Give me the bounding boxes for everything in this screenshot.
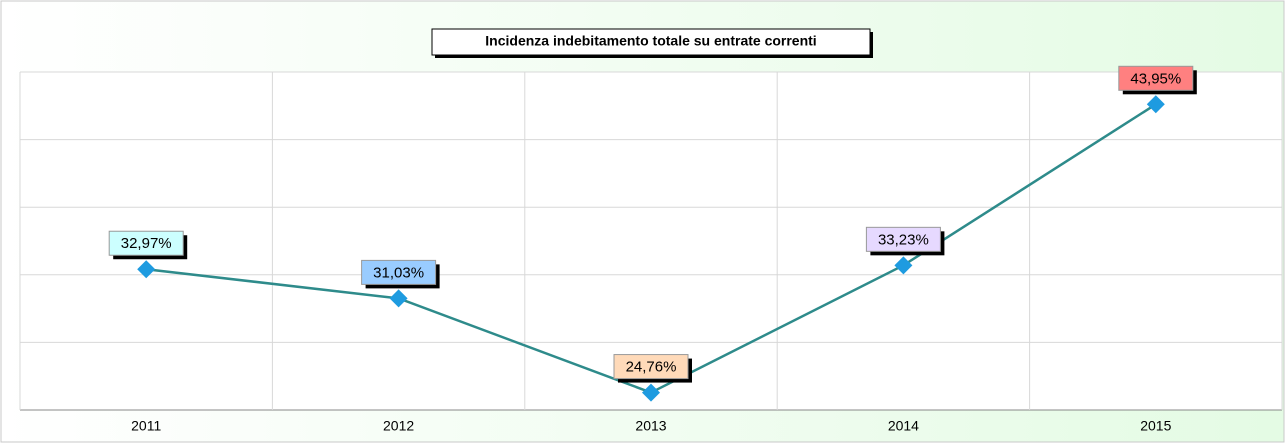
marker	[894, 256, 913, 275]
x-tick-label: 2013	[635, 418, 666, 434]
label-box	[613, 354, 689, 380]
marker	[642, 383, 660, 402]
x-tick-label: 2015	[1140, 418, 1171, 434]
label-box	[865, 226, 941, 252]
plot-area	[20, 72, 1282, 410]
label-box	[361, 259, 437, 285]
marker	[389, 289, 408, 308]
x-tick-label: 2012	[383, 418, 414, 434]
data-label: 43,95%	[1130, 70, 1181, 87]
chart-title: Incidenza indebitamento totale su entrat…	[485, 33, 816, 49]
marker	[137, 260, 156, 279]
label-box	[108, 230, 184, 256]
title-frame	[431, 28, 871, 56]
data-label: 24,76%	[626, 359, 677, 376]
x-tick-label: 2014	[888, 418, 919, 434]
data-label: 32,97%	[121, 235, 172, 252]
data-label: 33,23%	[878, 231, 929, 248]
x-tick-label: 2011	[131, 418, 161, 434]
marker	[1146, 95, 1165, 114]
data-label: 31,03%	[373, 264, 424, 281]
title-box: Incidenza indebitamento totale su entrat…	[431, 28, 873, 58]
label-box	[1118, 65, 1194, 91]
